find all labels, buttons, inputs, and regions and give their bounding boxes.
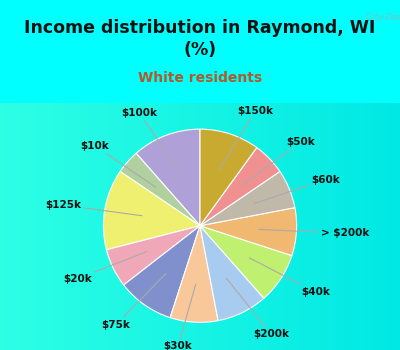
Text: Income distribution in Raymond, WI
(%): Income distribution in Raymond, WI (%)	[24, 19, 376, 59]
Text: $20k: $20k	[63, 251, 147, 284]
Text: $30k: $30k	[164, 284, 196, 350]
Text: $125k: $125k	[45, 200, 142, 216]
Wedge shape	[200, 208, 297, 256]
Wedge shape	[200, 172, 295, 226]
Wedge shape	[120, 153, 200, 226]
Wedge shape	[200, 129, 257, 226]
Text: $75k: $75k	[102, 274, 166, 330]
Wedge shape	[200, 226, 264, 321]
Wedge shape	[124, 226, 200, 317]
Text: City-Data.com: City-Data.com	[357, 13, 400, 22]
Text: $10k: $10k	[81, 141, 156, 187]
Wedge shape	[170, 226, 218, 322]
Text: $40k: $40k	[249, 258, 330, 297]
Text: $60k: $60k	[254, 175, 340, 203]
Text: $200k: $200k	[226, 278, 289, 339]
Wedge shape	[200, 226, 292, 298]
Text: $150k: $150k	[219, 106, 273, 170]
Wedge shape	[200, 148, 280, 226]
Text: > $200k: > $200k	[259, 228, 369, 238]
Text: White residents: White residents	[138, 71, 262, 85]
Wedge shape	[106, 226, 200, 285]
Text: $100k: $100k	[121, 108, 179, 171]
Wedge shape	[136, 129, 200, 226]
Text: $50k: $50k	[242, 137, 316, 185]
Wedge shape	[104, 172, 200, 250]
